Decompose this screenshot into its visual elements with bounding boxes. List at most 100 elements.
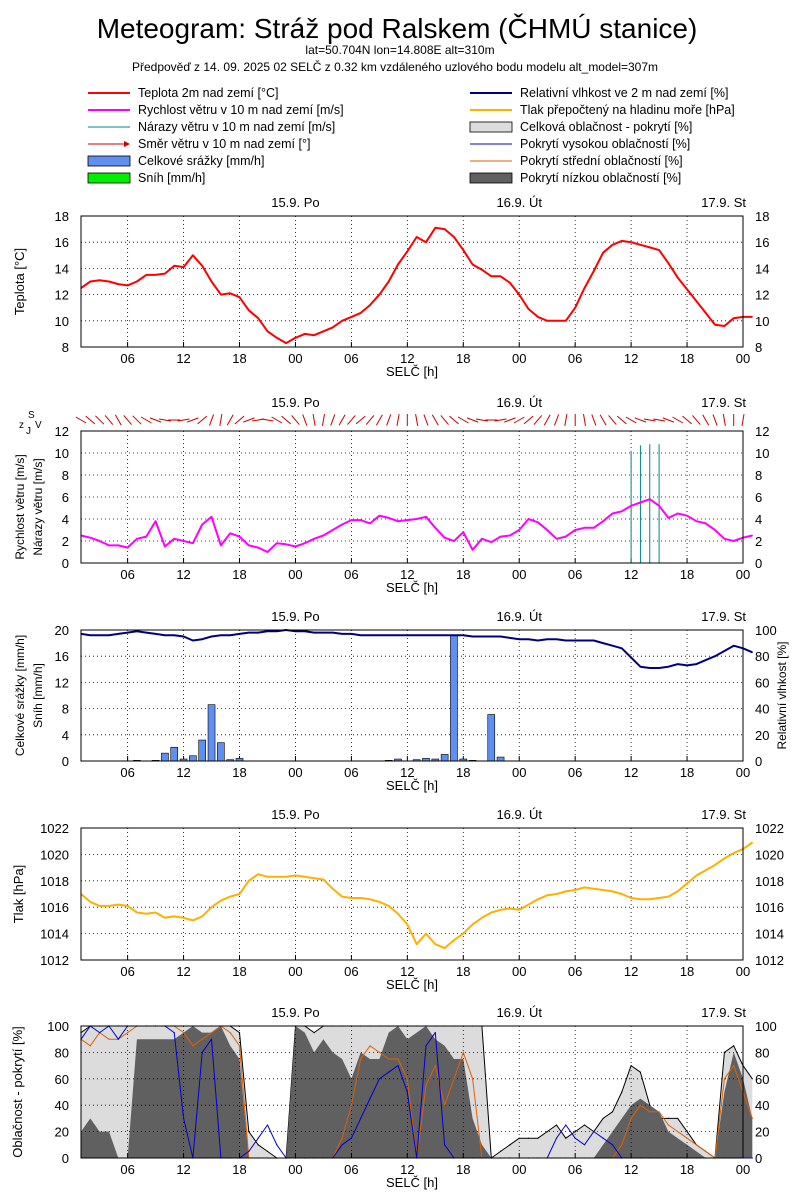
x-tick-label: 00 — [736, 964, 750, 979]
y2-tick-label: 60 — [755, 675, 769, 690]
legend-item: Nárazy větru v 10 m nad zemí [m/s] — [88, 120, 335, 134]
data-point — [313, 334, 315, 336]
data-point — [667, 517, 670, 519]
x-tick-label: 00 — [736, 1162, 750, 1177]
wind-arrow — [692, 415, 701, 425]
wind-arrow — [338, 414, 346, 426]
wind-arrow — [365, 415, 375, 425]
data-point — [649, 1111, 651, 1113]
data-point — [667, 1117, 670, 1119]
dir-label: J — [26, 426, 31, 437]
plot-frame — [80, 215, 744, 348]
data-point — [639, 501, 642, 504]
data-point — [453, 236, 455, 238]
data-point — [248, 1150, 250, 1152]
wind-arrow — [396, 414, 400, 426]
y-tick-label: 2 — [62, 534, 69, 549]
x-tick-label: 18 — [232, 351, 246, 366]
wind-arrow — [431, 414, 439, 426]
data-point — [490, 635, 492, 638]
day-label: 17.9. St — [701, 609, 746, 624]
x-tick-label: 18 — [456, 765, 470, 780]
data-point — [500, 536, 502, 538]
data-point — [695, 874, 698, 877]
wind-arrow — [375, 414, 383, 426]
data-point — [444, 947, 446, 949]
data-point — [500, 275, 502, 277]
wind-arrow — [449, 415, 459, 425]
data-point — [630, 897, 632, 899]
y2-tick-label: 1014 — [755, 927, 784, 942]
data-point — [453, 1078, 455, 1080]
data-point — [192, 254, 194, 256]
day-label: 16.9. Út — [496, 195, 542, 210]
data-point — [322, 534, 324, 537]
x-tick-label: 18 — [456, 1162, 470, 1177]
data-point — [677, 277, 679, 279]
data-point — [416, 518, 418, 520]
data-point — [136, 911, 138, 914]
y-tick-label: 4 — [62, 728, 69, 743]
x-tick-label: 06 — [120, 964, 134, 979]
data-point — [555, 320, 558, 322]
data-point — [173, 265, 175, 267]
y-tick-label: 8 — [62, 468, 69, 483]
wind-arrow — [132, 415, 142, 425]
legend-item: Relativní vlhkost ve 2 m nad zemí [%] — [470, 86, 728, 100]
x-tick-label: 00 — [288, 765, 302, 780]
data-point — [127, 905, 129, 907]
data-point — [630, 241, 632, 243]
wind-arrow — [712, 414, 718, 426]
wind-arrow — [234, 415, 245, 425]
data-point — [313, 538, 315, 540]
pressure-panel: 15.9. Po 16.9. Út 17.9. St 06 12 18 00 06 12 18 00… — [11, 807, 784, 992]
data-point — [705, 869, 707, 871]
wind-arrow — [523, 415, 534, 425]
data-point — [341, 523, 343, 526]
data-point — [546, 894, 548, 896]
data-point — [192, 919, 194, 922]
data-point — [210, 635, 213, 638]
y-axis-label: Celkové srážky [mm/h] — [13, 635, 27, 756]
plot-frame — [80, 430, 744, 564]
data-point — [490, 275, 492, 277]
data-point — [266, 330, 269, 332]
data-point — [350, 519, 352, 521]
precip-bar — [198, 739, 207, 762]
y2-tick-label: 100 — [755, 623, 777, 638]
wind-arrow — [140, 416, 152, 424]
y-tick-label: 100 — [47, 1019, 69, 1034]
data-point — [723, 857, 726, 860]
day-label: 15.9. Po — [271, 395, 319, 410]
data-point — [322, 632, 324, 634]
data-point — [733, 1045, 735, 1047]
x-tick-label: 18 — [232, 964, 246, 979]
data-point — [248, 544, 250, 547]
wind-arrow — [494, 418, 507, 422]
dir-label: z — [19, 420, 24, 431]
data-point — [183, 1117, 185, 1119]
legend: Teplota 2m nad zemí [°C] Relativní vlhkos… — [87, 86, 735, 185]
wind-arrow — [564, 414, 568, 426]
data-point — [509, 282, 511, 284]
x-tick-label: 12 — [624, 351, 638, 366]
data-point — [686, 515, 688, 517]
y-tick-label: 1020 — [40, 847, 69, 862]
day-label: 16.9. Út — [496, 395, 542, 410]
data-point — [583, 1144, 586, 1146]
data-point — [294, 630, 297, 632]
wind-arrow — [149, 417, 162, 423]
y2-tick-label: 1020 — [755, 847, 784, 862]
data-point — [89, 1045, 91, 1047]
data-point — [705, 312, 707, 314]
x-tick-label: 18 — [232, 1162, 246, 1177]
legend-label: Teplota 2m nad zemí [°C] — [138, 86, 278, 100]
data-point — [677, 890, 679, 893]
data-point — [276, 1144, 278, 1146]
y-tick-label: 6 — [62, 490, 69, 505]
x-tick-label: 12 — [400, 964, 414, 979]
low-cloud-area — [81, 1026, 753, 1158]
data-point — [127, 284, 129, 286]
